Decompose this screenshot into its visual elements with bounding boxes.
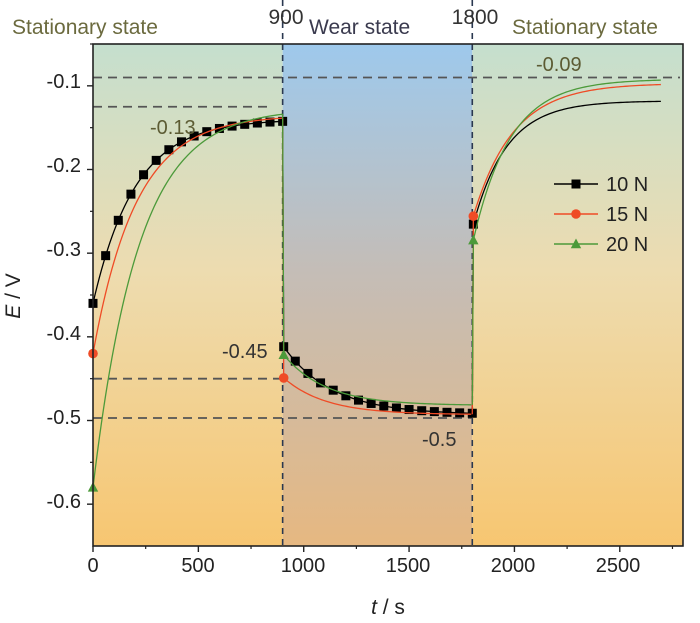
data-point	[151, 155, 161, 165]
annotation-minus-0-09: -0.09	[536, 54, 582, 76]
y-tick-label-minus-0-3: -0.3	[47, 239, 81, 261]
data-point	[177, 137, 186, 147]
data-point	[265, 117, 275, 127]
legend-marker-2	[570, 238, 582, 249]
x-tick-label-1500: 1500	[386, 555, 431, 577]
data-point	[290, 356, 300, 366]
data-point	[417, 406, 427, 416]
y-tick-label-minus-0-5: -0.5	[47, 407, 81, 429]
legend-label-10n: 10 N	[606, 174, 648, 196]
series-line-segment	[92, 113, 283, 488]
series-line-segment	[472, 83, 661, 217]
y-tick-label-minus-0-6: -0.6	[47, 491, 81, 513]
series-line-segment	[92, 120, 283, 304]
series-jump	[281, 114, 285, 355]
y-tick-label-minus-0-1: -0.1	[47, 71, 81, 93]
annotation-minus-0-5: -0.5	[422, 429, 456, 451]
data-point	[354, 395, 363, 405]
x-tick-label-500: 500	[181, 555, 214, 577]
y-tick-label-minus-0-4: -0.4	[47, 323, 81, 345]
x-tick-label-2000: 2000	[491, 555, 536, 577]
data-point	[468, 211, 479, 221]
y-axis-label: E / V	[2, 273, 25, 319]
data-point	[252, 118, 262, 128]
region-label-left: Stationary state	[12, 16, 158, 39]
data-point	[442, 407, 452, 417]
boundary-label-1800: 1800	[452, 6, 499, 29]
data-point	[189, 131, 199, 141]
data-point	[379, 401, 389, 411]
data-point	[240, 119, 250, 129]
data-point	[278, 349, 289, 360]
legend-label-15n: 15 N	[606, 204, 648, 226]
data-point	[391, 403, 401, 413]
data-point	[468, 234, 479, 245]
boundary-label-900: 900	[268, 6, 303, 29]
y-tick-label-minus-0-2: -0.2	[47, 155, 81, 177]
data-point	[303, 368, 313, 378]
data-point	[278, 373, 289, 383]
series-line-segment	[472, 100, 661, 225]
legend-marker-0	[571, 179, 581, 189]
region-stationary-right	[472, 44, 683, 546]
x-axis-label: t / s	[371, 596, 405, 619]
data-point	[404, 405, 414, 415]
data-point	[139, 170, 149, 180]
series-line-segment	[283, 354, 472, 406]
series-line-segment	[472, 79, 661, 241]
annotation-minus-0-13: -0.13	[150, 117, 196, 139]
region-label-right: Stationary state	[512, 16, 658, 39]
series-line-segment	[283, 377, 472, 415]
legend-label-20n: 20 N	[606, 234, 648, 256]
data-point	[455, 408, 465, 418]
data-point	[366, 398, 376, 408]
data-point	[101, 251, 111, 261]
series-line-segment	[92, 117, 283, 354]
data-point	[113, 215, 123, 225]
annotation-minus-0-45: -0.45	[222, 341, 268, 363]
legend-marker-1	[571, 209, 581, 219]
x-tick-label-2500: 2500	[596, 555, 641, 577]
region-wear	[282, 44, 473, 546]
series-line-segment	[283, 346, 472, 414]
data-point	[164, 145, 174, 155]
x-tick-label-0: 0	[87, 555, 98, 577]
data-point	[429, 407, 439, 417]
data-point	[316, 378, 326, 388]
region-label-middle: Wear state	[309, 16, 410, 39]
series-jump	[471, 240, 474, 405]
data-point	[126, 189, 136, 199]
data-point	[341, 391, 351, 401]
x-tick-label-1000: 1000	[281, 555, 326, 577]
